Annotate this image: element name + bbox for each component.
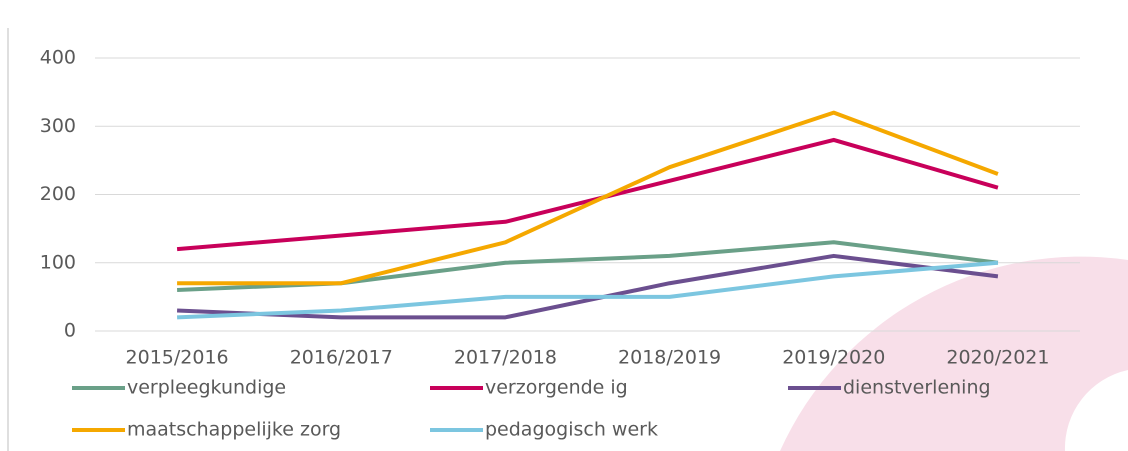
decoration (780, 256, 1128, 451)
series-line (177, 110, 999, 286)
y-tick-label: 400 (40, 47, 76, 69)
legend-label: maatschappelijke zorg (127, 419, 341, 441)
y-tick-label: 300 (40, 115, 76, 137)
series-line (176, 137, 999, 252)
series-line (176, 253, 999, 320)
legend-label: verzorgende ig (485, 377, 628, 399)
y-tick-label: 100 (40, 251, 76, 273)
x-tick-label: 2020/2021 (946, 347, 1049, 369)
y-tick-label: 0 (64, 320, 76, 342)
x-tick-label: 2017/2018 (454, 347, 557, 369)
legend-label: verpleegkundige (127, 377, 286, 399)
x-tick-label: 2016/2017 (290, 347, 393, 369)
legend-label: dienstverlening (843, 377, 991, 399)
y-tick-label: 200 (40, 183, 76, 205)
series-line (176, 260, 999, 320)
x-tick-label: 2019/2020 (782, 347, 885, 369)
x-tick-label: 2018/2019 (618, 347, 721, 369)
x-tick-label: 2015/2016 (126, 347, 229, 369)
legend-label: pedagogisch werk (485, 419, 658, 441)
